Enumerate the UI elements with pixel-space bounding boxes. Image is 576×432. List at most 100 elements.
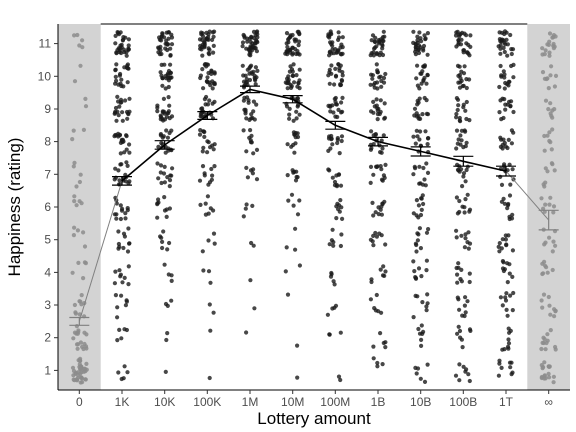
data-point [122,150,127,155]
data-point [378,207,383,212]
data-point [546,42,552,48]
data-point [329,63,334,68]
data-point [369,38,374,43]
data-point [425,142,430,147]
data-point [165,175,170,180]
data-point [506,201,511,207]
data-point [383,345,388,350]
data-point [158,163,164,168]
data-point [155,202,160,207]
data-point [212,82,217,87]
data-point [297,198,302,203]
data-point [416,113,421,118]
data-point [463,197,468,202]
data-point [72,302,77,308]
data-point [206,269,212,274]
data-point [457,378,462,383]
data-point [339,100,344,105]
data-point [125,116,130,121]
data-point [460,345,465,350]
data-point [116,246,121,251]
data-point [297,112,302,117]
data-point [509,51,514,57]
data-point [291,203,296,208]
data-point [456,103,461,108]
data-point [72,199,77,204]
data-point [336,374,342,379]
data-point [339,78,345,83]
x-tick-label: 100M [320,395,350,409]
data-point [547,53,552,58]
data-point [115,315,120,320]
data-point [81,230,86,235]
data-point [245,36,250,41]
data-point [510,308,515,313]
data-point [122,364,127,369]
data-point [454,195,459,200]
data-point [414,213,419,218]
data-point [120,118,125,123]
data-point [247,77,253,83]
data-point [124,147,129,152]
x-tick-label: 1B [371,395,386,409]
data-point [328,40,333,45]
data-point [457,115,462,121]
data-point [167,240,172,246]
data-point [243,206,248,211]
data-point [506,341,512,346]
data-point [117,327,122,332]
data-point [499,74,504,79]
data-point [165,247,170,252]
data-point [459,138,464,143]
data-point [506,346,511,351]
error-bar [453,155,474,167]
data-point [424,308,429,313]
data-point [80,38,85,43]
data-point [284,30,290,36]
x-tick-label: 10B [410,395,431,409]
data-point [414,198,419,203]
data-point [379,78,384,84]
data-point [292,80,297,85]
data-point [160,110,165,115]
data-point [373,210,378,215]
data-point [160,83,165,88]
data-point [116,32,122,37]
data-point [123,303,128,308]
data-point [411,172,416,177]
data-point [411,29,416,34]
data-point [252,306,257,311]
data-point [374,234,379,239]
data-point [419,39,424,44]
data-point [371,243,376,248]
data-point [76,358,81,363]
data-point [160,135,165,140]
data-point [426,227,431,232]
data-point [205,75,210,80]
data-point [418,181,423,186]
data-point [422,63,427,68]
data-point [293,178,299,183]
data-point [543,98,549,103]
data-point [461,171,467,176]
data-point [507,360,513,365]
data-point [126,226,131,231]
data-point [462,303,467,308]
data-point [416,203,421,208]
data-point [285,142,290,147]
data-point [382,273,387,278]
data-point [511,130,516,135]
data-point [422,95,427,101]
data-point [415,38,420,43]
data-point [459,78,464,83]
data-point [118,203,123,208]
data-point [333,99,338,104]
data-point [454,265,459,271]
data-point [81,127,86,132]
data-point [543,48,548,53]
data-point [540,70,546,75]
data-point [198,46,203,51]
data-point [542,360,547,365]
data-point [461,174,466,179]
shaded-regions [58,24,570,390]
